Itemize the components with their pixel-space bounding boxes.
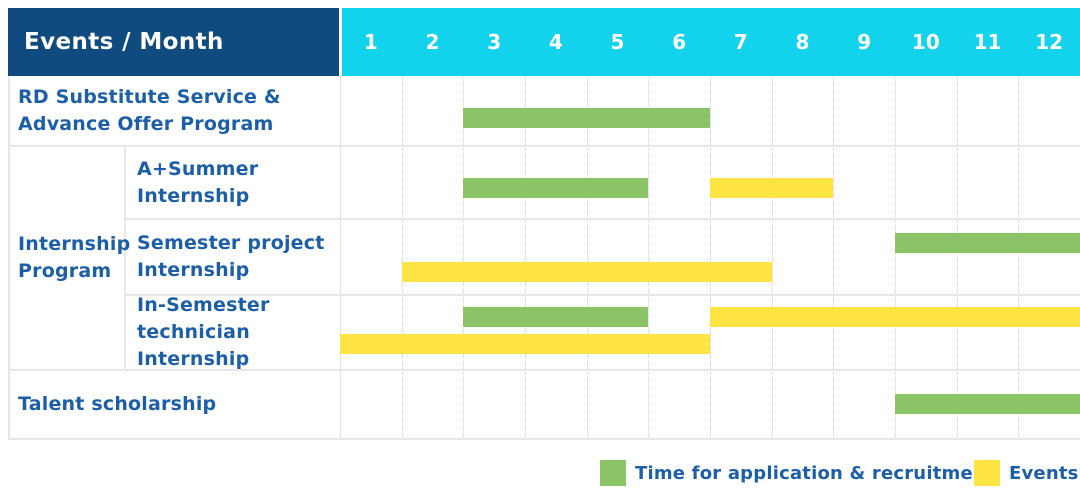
month-gridline (463, 76, 465, 439)
month-gridline (586, 76, 588, 439)
yellow-square-icon (974, 460, 1000, 486)
month-gridline (771, 76, 773, 439)
month-label-6: 6 (672, 30, 687, 54)
table-left-border (8, 76, 10, 439)
month-label-5: 5 (610, 30, 625, 54)
month-gridline (833, 76, 835, 439)
group-divider (124, 146, 126, 370)
row-label: Talent scholarship (18, 393, 217, 415)
month-gridline (1018, 76, 1020, 439)
green-square-icon (600, 460, 626, 486)
row-divider (124, 294, 1080, 296)
month-label-4: 4 (548, 30, 563, 54)
month-gridline (648, 76, 650, 439)
gantt-bar-green (895, 233, 1080, 253)
legend-label: Time for application & recruitment (635, 462, 995, 484)
month-gridline (956, 76, 958, 439)
month-gridline (401, 76, 403, 439)
row-divider (124, 218, 1080, 220)
month-header-row: 1 2 3 4 5 6 7 8 9 10 11 12 (342, 8, 1080, 76)
events-table: Events / Month 1 2 3 4 5 6 7 8 9 10 11 12 Internshi… (8, 8, 1080, 440)
legend-label: Events (1009, 462, 1079, 484)
table-header-corner: Events / Month (8, 8, 339, 76)
row-divider (8, 438, 1080, 440)
month-label-1: 1 (363, 30, 378, 54)
month-label-9: 9 (857, 30, 872, 54)
legend-item-events: Events (974, 460, 1079, 486)
month-gridline (710, 76, 711, 439)
month-label-7: 7 (733, 30, 748, 54)
row-label: RD Substitute Service & Advance Offer Pro… (18, 86, 281, 135)
gantt-bar-yellow (710, 178, 834, 198)
group-label: Internship Program (18, 233, 131, 282)
gantt-bar-yellow (710, 307, 1080, 327)
row-divider (8, 369, 1080, 371)
label-grid-divider (340, 76, 341, 439)
gantt-bar-yellow (401, 262, 772, 282)
gantt-bar-green (463, 108, 710, 128)
month-label-8: 8 (795, 30, 810, 54)
month-gridline (895, 76, 896, 439)
month-label-3: 3 (487, 30, 502, 54)
month-label-11: 11 (973, 30, 1002, 54)
table-title: Events / Month (24, 29, 224, 55)
month-label-12: 12 (1035, 30, 1064, 54)
month-label-2: 2 (425, 30, 440, 54)
row-divider (8, 145, 1080, 147)
gantt-bar-yellow (340, 334, 710, 354)
month-label-10: 10 (911, 30, 940, 54)
gantt-bar-green (895, 394, 1080, 414)
row-label: A+Summer Internship (137, 157, 259, 207)
gantt-bar-green (463, 178, 649, 198)
legend-item-application: Time for application & recruitment (600, 460, 995, 486)
gantt-bar-green (463, 307, 649, 327)
row-label: In-Semester technician Internship (137, 294, 270, 370)
month-gridline (525, 76, 526, 439)
row-label: Semester project Internship (137, 232, 325, 281)
